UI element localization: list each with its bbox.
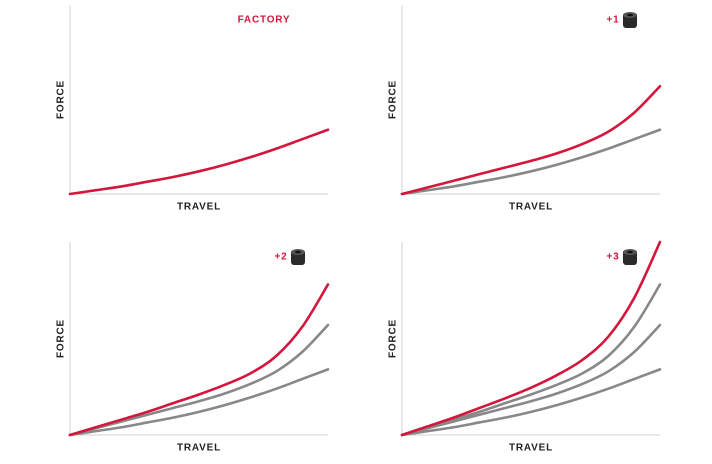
curve xyxy=(400,283,662,437)
panel-title: FACTORY xyxy=(238,15,291,26)
curve xyxy=(400,128,662,196)
x-axis-label: TRAVEL xyxy=(509,443,553,454)
curve xyxy=(68,283,330,437)
panel-title: +1 xyxy=(606,15,619,26)
panel: TRAVEL FORCE FACTORY xyxy=(56,5,330,213)
panel-title: +2 xyxy=(274,252,287,263)
y-axis-label: FORCE xyxy=(388,80,399,119)
y-axis-label: FORCE xyxy=(388,319,399,358)
panel: TRAVEL FORCE +2 xyxy=(56,242,330,454)
panel-title: +3 xyxy=(606,252,619,263)
curve xyxy=(400,84,662,196)
token-icon-hole xyxy=(295,250,301,254)
curve xyxy=(400,323,662,437)
curve xyxy=(68,323,330,437)
x-axis-label: TRAVEL xyxy=(509,202,553,213)
panel: TRAVEL FORCE +1 xyxy=(388,5,662,213)
x-axis-label: TRAVEL xyxy=(177,202,221,213)
panel: TRAVEL FORCE +3 xyxy=(388,240,662,454)
curve xyxy=(68,368,330,437)
y-axis-label: FORCE xyxy=(56,319,67,358)
curve xyxy=(400,368,662,437)
curve xyxy=(68,128,330,196)
token-icon-hole xyxy=(627,13,633,17)
token-icon-hole xyxy=(627,250,633,254)
x-axis-label: TRAVEL xyxy=(177,443,221,454)
curve xyxy=(400,240,662,437)
y-axis-label: FORCE xyxy=(56,80,67,119)
